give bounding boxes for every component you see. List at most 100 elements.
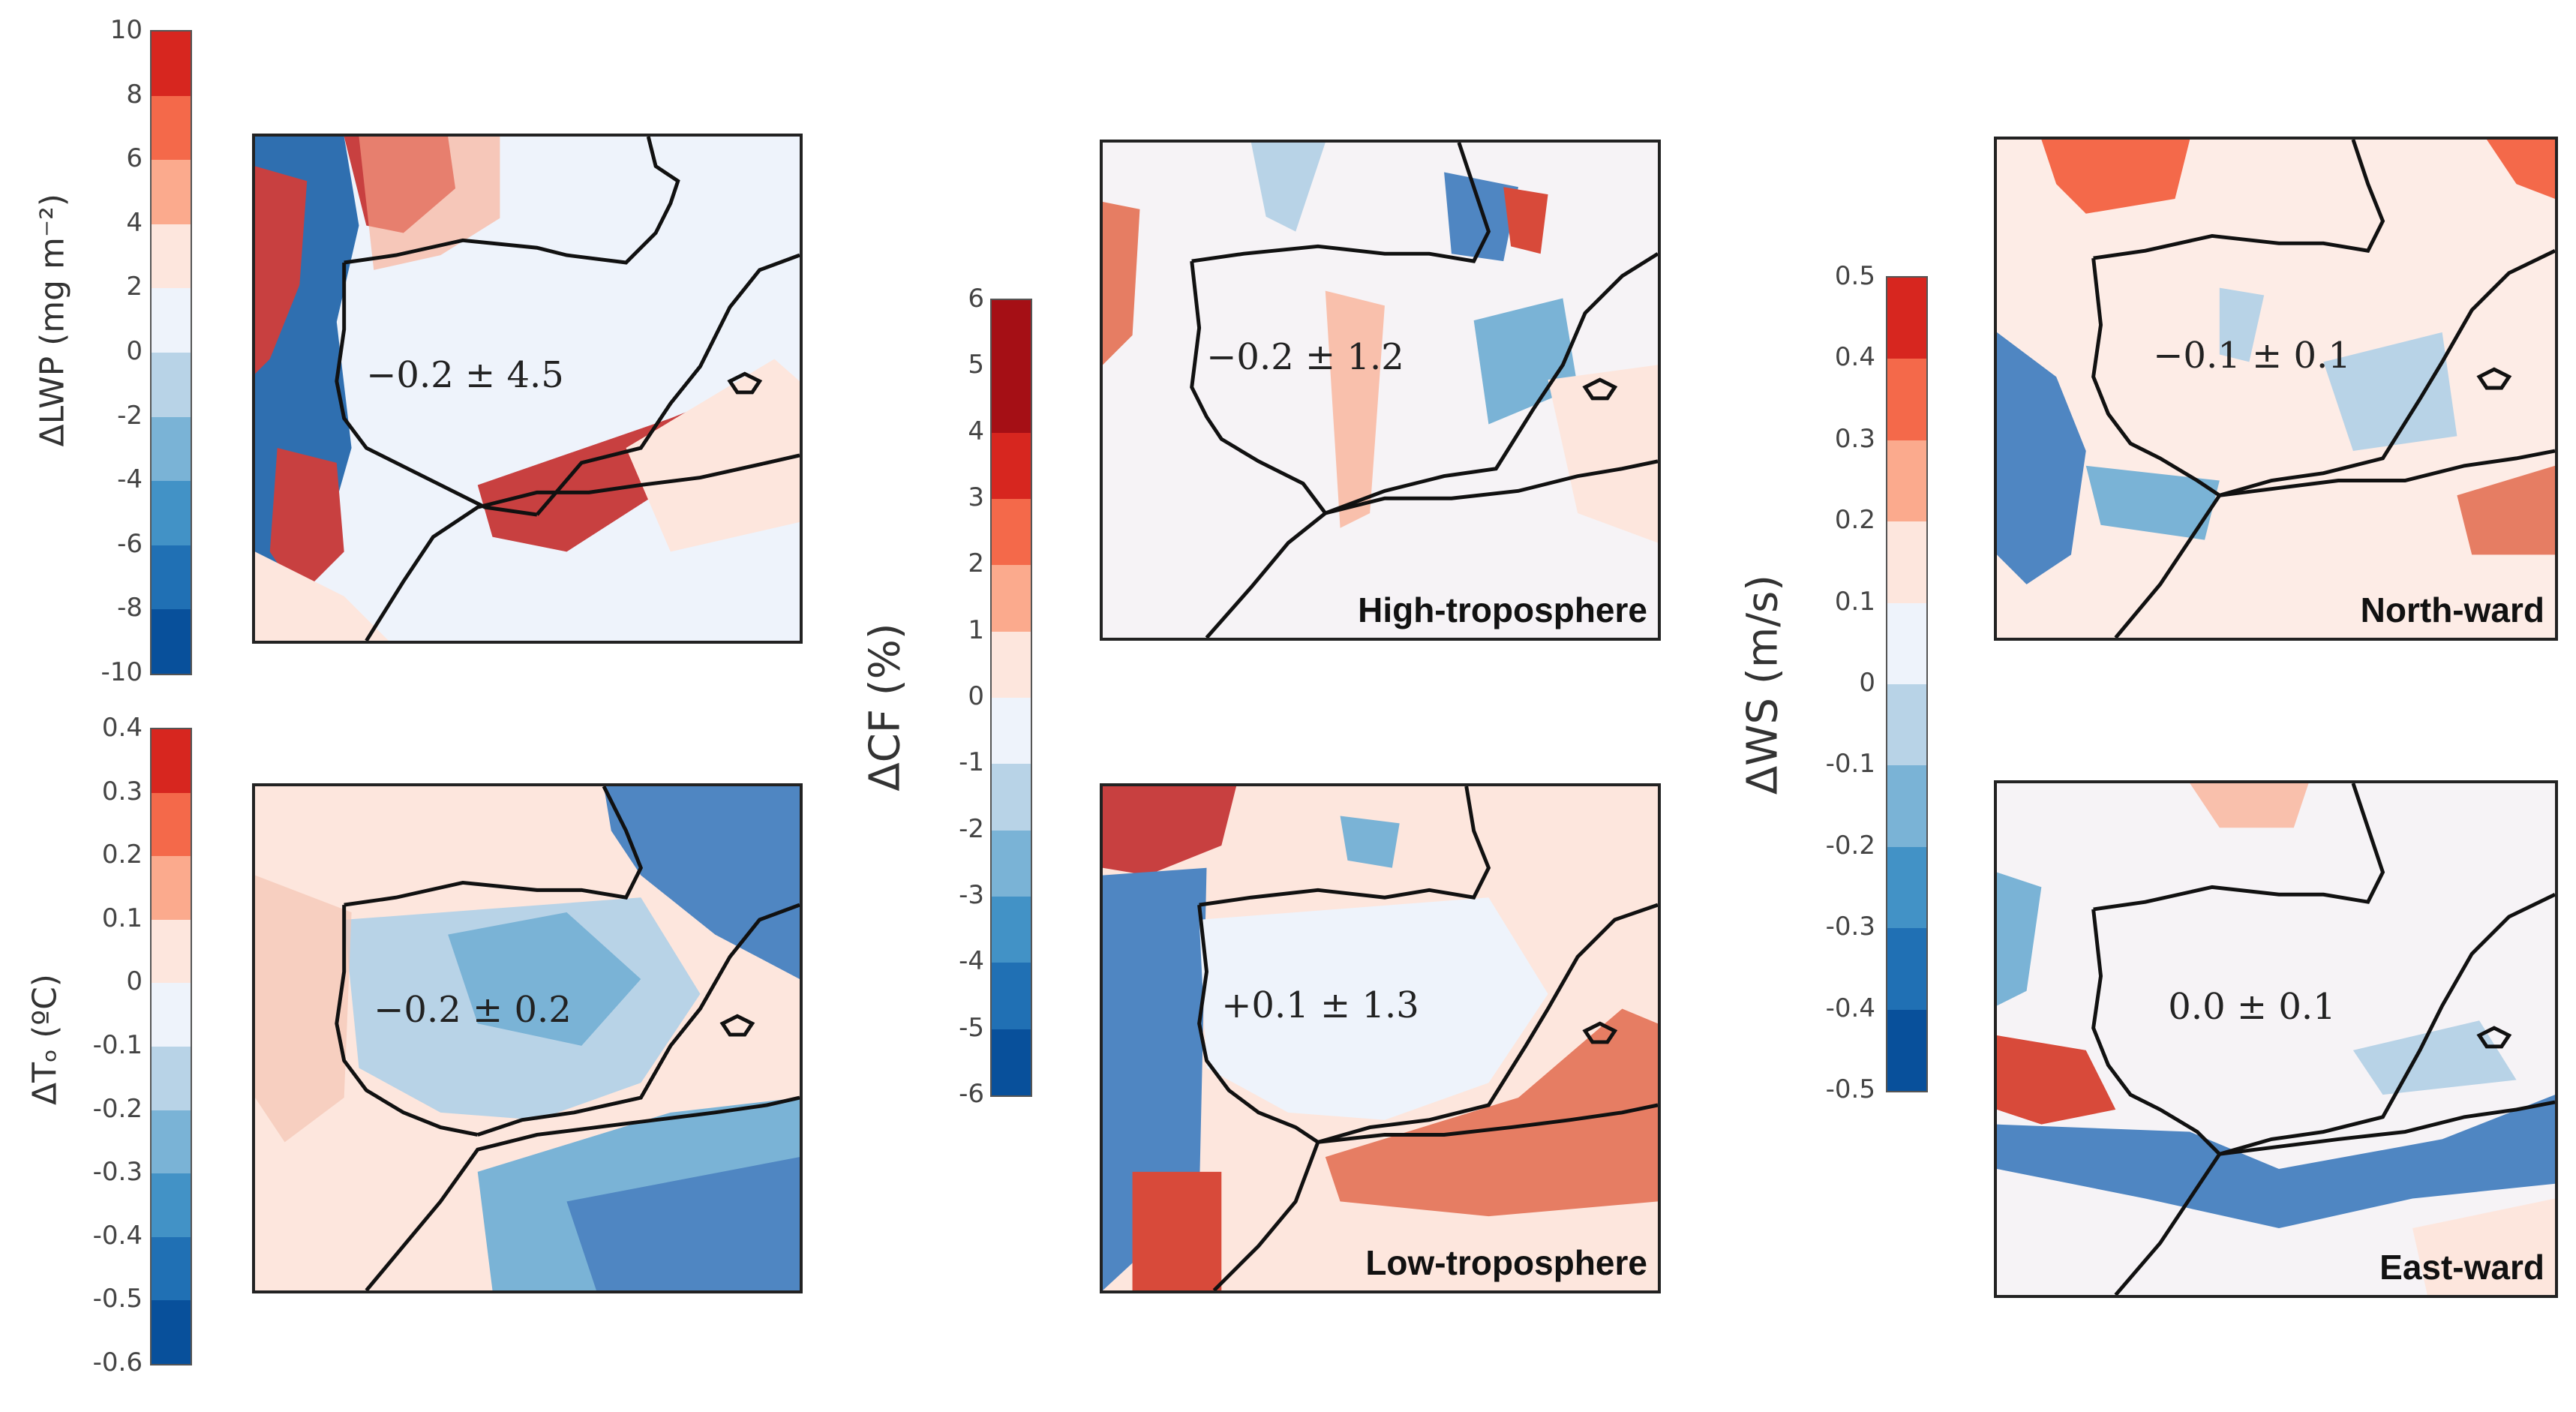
ws-north-panel-label: North-ward: [2360, 590, 2544, 629]
cf-colorbar: [990, 299, 1032, 1097]
lwp-colorbar-segment: [152, 416, 191, 482]
lwp-colorbar-tick: 0: [126, 336, 143, 366]
ws-colorbar-segment: [1887, 359, 1926, 440]
lwp-colorbar: [150, 30, 192, 675]
lwp-colorbar-segment: [152, 352, 191, 417]
ws-east-map-svg: [1997, 783, 2555, 1295]
cf-colorbar-segment: [992, 366, 1031, 433]
lwp-colorbar-tick: -8: [117, 593, 143, 623]
lwp-colorbar-segment: [152, 32, 191, 96]
ws-colorbar-tick: 0.1: [1834, 586, 1875, 617]
cf-colorbar-tick: 3: [968, 482, 984, 512]
lwp-colorbar-tick: 6: [126, 143, 143, 174]
cf-high-map: −0.2 ± 1.2 High-troposphere: [1100, 140, 1661, 641]
ws-colorbar-tick: -0.3: [1825, 912, 1875, 942]
cf-colorbar-tick: 5: [968, 350, 984, 380]
lwp-colorbar-tick: -4: [117, 464, 143, 495]
ws-colorbar-segment: [1887, 765, 1926, 847]
cf-low-map-svg: [1103, 786, 1658, 1290]
ws-colorbar-segment: [1887, 278, 1926, 359]
cf-colorbar-segment: [992, 830, 1031, 897]
ws-colorbar-segment: [1887, 928, 1926, 1010]
cf-colorbar-tick: 6: [968, 284, 984, 314]
lwp-colorbar-segment: [152, 545, 191, 610]
to-map: −0.2 ± 0.2: [252, 783, 803, 1293]
lwp-map: −0.2 ± 4.5: [252, 134, 803, 644]
cf-colorbar-segment: [992, 697, 1031, 765]
cf-colorbar-tick: 0: [968, 681, 984, 711]
to-colorbar-tick: -0.6: [92, 1347, 143, 1377]
lwp-colorbar-tick: 8: [126, 79, 143, 110]
cf-high-panel-label: High-troposphere: [1358, 590, 1647, 629]
cf-colorbar-segment: [992, 1029, 1031, 1095]
to-colorbar-segment: [152, 792, 191, 857]
to-colorbar-tick: -0.4: [92, 1220, 143, 1251]
ws-colorbar-tick: -0.1: [1825, 749, 1875, 780]
lwp-colorbar-segment: [152, 481, 191, 545]
to-colorbar-tick: 0.1: [101, 903, 143, 933]
to-map-svg: [255, 786, 800, 1290]
lwp-colorbar-tick: 10: [110, 15, 143, 45]
cf-high-stat-text: −0.2 ± 1.2: [1206, 336, 1404, 378]
ws-colorbar-segment: [1887, 440, 1926, 522]
cf-colorbar-tick: -3: [959, 880, 984, 910]
cf-colorbar-segment: [992, 565, 1031, 632]
cf-colorbar-title: ΔCF (%): [860, 623, 910, 792]
ws-colorbar-title: ΔWS (m/s): [1738, 574, 1788, 795]
lwp-colorbar-segment: [152, 160, 191, 224]
ws-colorbar-segment: [1887, 602, 1926, 684]
lwp-colorbar-segment: [152, 288, 191, 353]
cf-colorbar-tick: -2: [959, 813, 984, 844]
to-colorbar-segment: [152, 1236, 191, 1301]
to-stat-text: −0.2 ± 0.2: [374, 989, 572, 1031]
ws-north-map: −0.1 ± 0.1 North-ward: [1994, 137, 2558, 641]
to-colorbar-tick: 0.4: [101, 713, 143, 743]
ws-colorbar-tick: 0.2: [1834, 505, 1875, 536]
cf-colorbar-segment: [992, 764, 1031, 831]
cf-colorbar-tick: 1: [968, 614, 984, 645]
lwp-colorbar-segment: [152, 95, 191, 161]
to-colorbar-segment: [152, 1046, 191, 1110]
cf-colorbar-segment: [992, 963, 1031, 1029]
ws-colorbar-tick: -0.2: [1825, 830, 1875, 861]
ws-north-map-svg: [1997, 140, 2555, 638]
cf-colorbar-tick: -4: [959, 946, 984, 977]
to-colorbar-segment: [152, 1300, 191, 1364]
cf-high-map-svg: [1103, 143, 1658, 638]
lwp-colorbar-segment: [152, 609, 191, 674]
to-colorbar-tick: -0.5: [92, 1284, 143, 1314]
lwp-colorbar-tick: 2: [126, 272, 143, 302]
to-colorbar-segment: [152, 983, 191, 1047]
lwp-stat-text: −0.2 ± 4.5: [366, 354, 564, 396]
to-colorbar: [150, 728, 192, 1365]
to-colorbar-tick: 0: [126, 966, 143, 997]
ws-colorbar-tick: 0: [1859, 668, 1875, 698]
ws-east-stat-text: 0.0 ± 0.1: [2168, 986, 2336, 1028]
ws-colorbar-ticks: 0.5 0.4 0.3 0.2 0.1 0 -0.1 -0.2 -0.3 -0.4 -0.5: [1785, 261, 1875, 1104]
cf-colorbar-tick: -1: [959, 747, 984, 778]
cf-colorbar-ticks: 6 5 4 3 2 1 0 -1 -2 -3 -4 -5 -6: [894, 284, 984, 1109]
to-colorbar-segment: [152, 1173, 191, 1237]
to-colorbar-title: ΔTₒ (ºC): [26, 974, 65, 1105]
lwp-colorbar-title: ΔLWP (mg m⁻²): [33, 194, 72, 447]
ws-colorbar-tick: 0.3: [1834, 423, 1875, 454]
cf-colorbar-tick: -5: [959, 1012, 984, 1043]
cf-colorbar-tick: 4: [968, 416, 984, 446]
lwp-colorbar-tick: -2: [117, 400, 143, 431]
to-colorbar-segment: [152, 1110, 191, 1174]
cf-low-map: +0.1 ± 1.3 Low-troposphere: [1100, 783, 1661, 1293]
lwp-colorbar-ticks: 10 8 6 4 2 0 -2 -4 -6 -8 -10: [53, 15, 143, 687]
ws-colorbar-tick: -0.5: [1825, 1074, 1875, 1104]
lwp-colorbar-segment: [152, 224, 191, 289]
ws-east-panel-label: East-ward: [2379, 1248, 2544, 1287]
lwp-colorbar-tick: -10: [101, 657, 143, 687]
to-colorbar-tick: -0.1: [92, 1030, 143, 1060]
cf-colorbar-tick: 2: [968, 548, 984, 579]
to-colorbar-ticks: 0.4 0.3 0.2 0.1 0 -0.1 -0.2 -0.3 -0.4 -0.5 -0.6: [53, 713, 143, 1377]
to-colorbar-segment: [152, 919, 191, 984]
cf-low-panel-label: Low-troposphere: [1365, 1243, 1647, 1282]
ws-colorbar-tick: -0.4: [1825, 993, 1875, 1023]
lwp-map-svg: [255, 137, 800, 641]
ws-colorbar-segment: [1887, 683, 1926, 766]
cf-colorbar-tick: -6: [959, 1079, 984, 1109]
